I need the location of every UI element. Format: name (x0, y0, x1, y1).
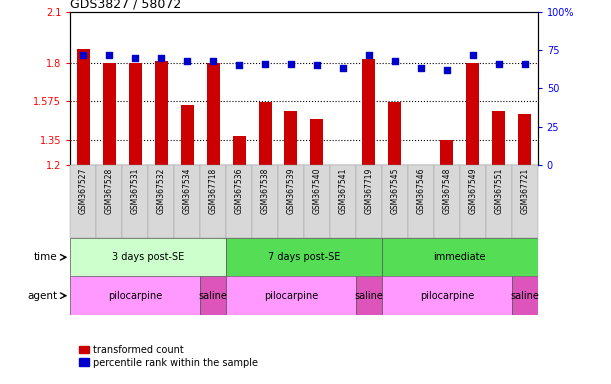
Bar (207, 63, 219, 165)
Text: GSM367548: GSM367548 (442, 167, 452, 214)
Text: GSM367540: GSM367540 (312, 167, 321, 214)
Point (312, 62, 322, 68)
Point (182, 58, 192, 64)
Text: GSM367719: GSM367719 (364, 167, 373, 214)
Bar (70, 238, 226, 276)
Text: GSM367531: GSM367531 (131, 167, 140, 214)
Bar (122, 165, 148, 238)
Point (208, 58, 218, 64)
Bar (356, 276, 382, 315)
Bar (486, 165, 511, 238)
Bar (356, 165, 382, 238)
Text: GSM367536: GSM367536 (235, 167, 244, 214)
Point (520, 61, 530, 67)
Text: GSM367545: GSM367545 (390, 167, 400, 214)
Bar (441, 139, 453, 165)
Bar (70, 276, 200, 315)
Point (234, 62, 244, 68)
Bar (226, 238, 382, 276)
Text: saline: saline (510, 291, 539, 301)
Bar (285, 111, 298, 165)
Text: pilocarpine: pilocarpine (108, 291, 163, 301)
Point (390, 58, 400, 64)
Text: GSM367539: GSM367539 (287, 167, 296, 214)
Point (338, 65, 348, 71)
Bar (258, 102, 271, 165)
Bar (252, 165, 278, 238)
Point (156, 55, 166, 61)
Bar (233, 136, 246, 165)
Text: 7 days post-SE: 7 days post-SE (268, 252, 340, 262)
Text: agent: agent (27, 291, 57, 301)
Bar (148, 165, 174, 238)
Bar (362, 59, 375, 165)
Text: GSM367534: GSM367534 (183, 167, 192, 214)
Bar (155, 61, 167, 165)
Text: 3 days post-SE: 3 days post-SE (112, 252, 185, 262)
Point (442, 67, 452, 73)
Bar (70, 165, 97, 238)
Bar (304, 165, 330, 238)
Text: GSM367532: GSM367532 (156, 167, 166, 214)
Bar (200, 276, 226, 315)
Point (78, 51, 88, 58)
Text: saline: saline (354, 291, 383, 301)
Text: saline: saline (199, 291, 227, 301)
Bar (511, 276, 538, 315)
Bar (408, 165, 434, 238)
Point (416, 65, 426, 71)
Bar (97, 165, 122, 238)
Point (286, 61, 296, 67)
Text: immediate: immediate (434, 252, 486, 262)
Bar (382, 276, 511, 315)
Text: GSM367541: GSM367541 (338, 167, 348, 214)
Bar (226, 276, 356, 315)
Text: GSM367718: GSM367718 (208, 167, 218, 214)
Bar (129, 63, 142, 165)
Text: GSM367538: GSM367538 (260, 167, 269, 214)
Point (468, 51, 478, 58)
Bar (278, 165, 304, 238)
Point (494, 61, 503, 67)
Bar (226, 165, 252, 238)
Text: GDS3827 / 58072: GDS3827 / 58072 (70, 0, 181, 10)
Bar (103, 63, 115, 165)
Bar (518, 114, 531, 165)
Text: GSM367546: GSM367546 (416, 167, 425, 214)
Text: GSM367549: GSM367549 (468, 167, 477, 214)
Point (130, 55, 140, 61)
Point (104, 51, 114, 58)
Bar (200, 165, 226, 238)
Bar (466, 63, 479, 165)
Bar (389, 102, 401, 165)
Bar (174, 165, 200, 238)
Text: GSM367551: GSM367551 (494, 167, 503, 214)
Bar (330, 165, 356, 238)
Text: GSM367721: GSM367721 (520, 167, 529, 214)
Bar (310, 119, 323, 165)
Text: pilocarpine: pilocarpine (420, 291, 474, 301)
Point (260, 61, 270, 67)
Legend: transformed count, percentile rank within the sample: transformed count, percentile rank withi… (75, 341, 262, 371)
Point (364, 51, 374, 58)
Bar (77, 49, 90, 165)
Bar (459, 165, 486, 238)
Text: time: time (34, 252, 57, 262)
Bar (382, 165, 408, 238)
Bar (492, 111, 505, 165)
Bar (181, 105, 194, 165)
Text: GSM367528: GSM367528 (104, 167, 114, 214)
Bar (511, 165, 538, 238)
Bar (382, 238, 538, 276)
Bar (434, 165, 459, 238)
Text: GSM367527: GSM367527 (79, 167, 88, 214)
Text: pilocarpine: pilocarpine (264, 291, 318, 301)
